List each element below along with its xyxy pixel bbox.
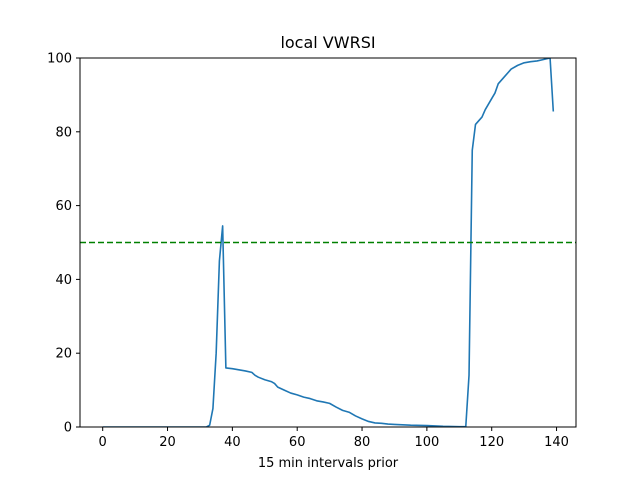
- x-tick-label: 100: [414, 435, 439, 450]
- x-tick-label: 140: [544, 435, 569, 450]
- x-tick-label: 40: [224, 435, 241, 450]
- y-tick-label: 100: [47, 52, 72, 67]
- y-tick-label: 20: [55, 347, 72, 362]
- y-tick-label: 80: [55, 125, 72, 140]
- y-tick-label: 60: [55, 199, 72, 214]
- x-tick-label: 120: [479, 435, 504, 450]
- plot-area: 0 20 40 60 80 100 120 140 0 20 40 60 80 100: [47, 52, 577, 450]
- x-tick-label: 20: [159, 435, 176, 450]
- x-tick-label: 60: [289, 435, 306, 450]
- x-tick-label: 0: [99, 435, 107, 450]
- series-line-0: [102, 58, 555, 427]
- plot-frame: [79, 57, 577, 428]
- x-axis-title: 15 min intervals prior: [258, 456, 399, 471]
- y-tick-label: 0: [64, 421, 72, 436]
- y-tick-label: 40: [55, 273, 72, 288]
- chart-title: local VWRSI: [280, 33, 375, 52]
- x-tick-label: 80: [354, 435, 371, 450]
